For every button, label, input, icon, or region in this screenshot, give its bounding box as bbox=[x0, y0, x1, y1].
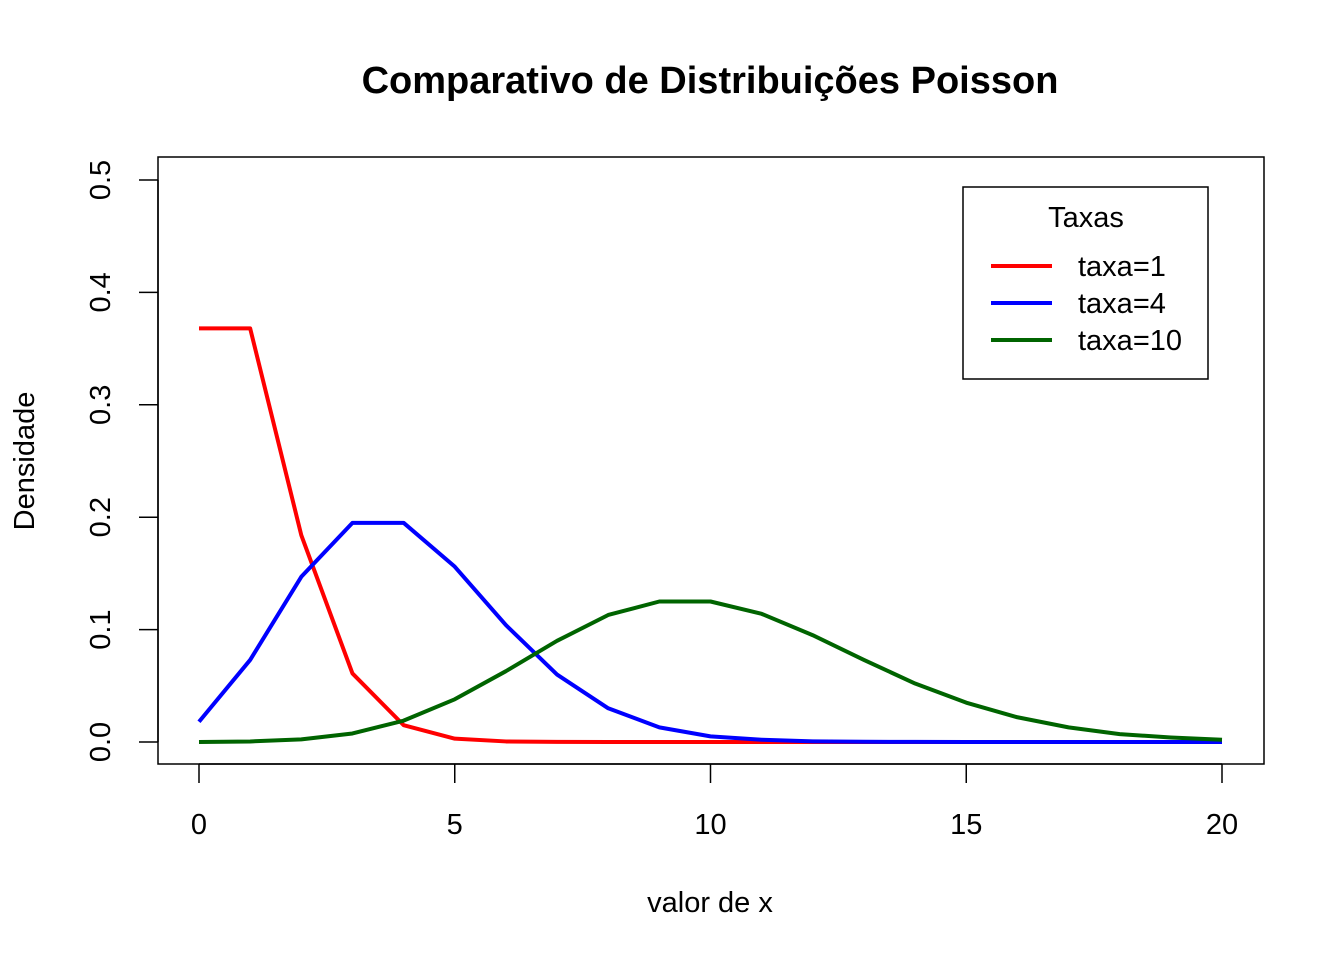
x-tick-label: 20 bbox=[1206, 809, 1238, 841]
y-tick-label: 0.1 bbox=[85, 609, 117, 649]
chart-title: Comparativo de Distribuições Poisson bbox=[362, 60, 1059, 102]
legend-label: taxa=1 bbox=[1078, 251, 1166, 283]
y-tick-label: 0.2 bbox=[85, 497, 117, 537]
y-tick-label: 0.3 bbox=[85, 385, 117, 425]
x-tick-label: 5 bbox=[447, 809, 463, 841]
y-tick-label: 0.5 bbox=[85, 160, 117, 200]
y-axis: 0.0 0.1 0.2 0.3 0.4 0.5 bbox=[85, 160, 159, 762]
series-layer bbox=[197, 326, 1223, 744]
series-line-2 bbox=[197, 520, 1222, 744]
legend: Taxas taxa=1 taxa=4 taxa=10 bbox=[962, 186, 1209, 380]
legend-box bbox=[962, 186, 1209, 380]
legend-label: taxa=10 bbox=[1078, 325, 1182, 357]
series-line-3 bbox=[198, 599, 1223, 744]
y-axis-label: Densidade bbox=[9, 392, 41, 531]
y-tick-label: 0.0 bbox=[85, 722, 117, 762]
series-line-1 bbox=[199, 326, 1222, 744]
legend-title: Taxas bbox=[1048, 202, 1124, 234]
x-tick-label: 10 bbox=[694, 809, 726, 841]
y-tick-label: 0.4 bbox=[85, 272, 117, 312]
x-tick-label: 15 bbox=[950, 809, 982, 841]
x-axis: 0 5 10 15 20 bbox=[191, 763, 1238, 841]
x-axis-label: valor de x bbox=[647, 887, 773, 919]
x-tick-label: 0 bbox=[191, 809, 207, 841]
legend-items: taxa=1 taxa=4 taxa=10 bbox=[991, 251, 1182, 357]
legend-label: taxa=4 bbox=[1078, 288, 1166, 320]
